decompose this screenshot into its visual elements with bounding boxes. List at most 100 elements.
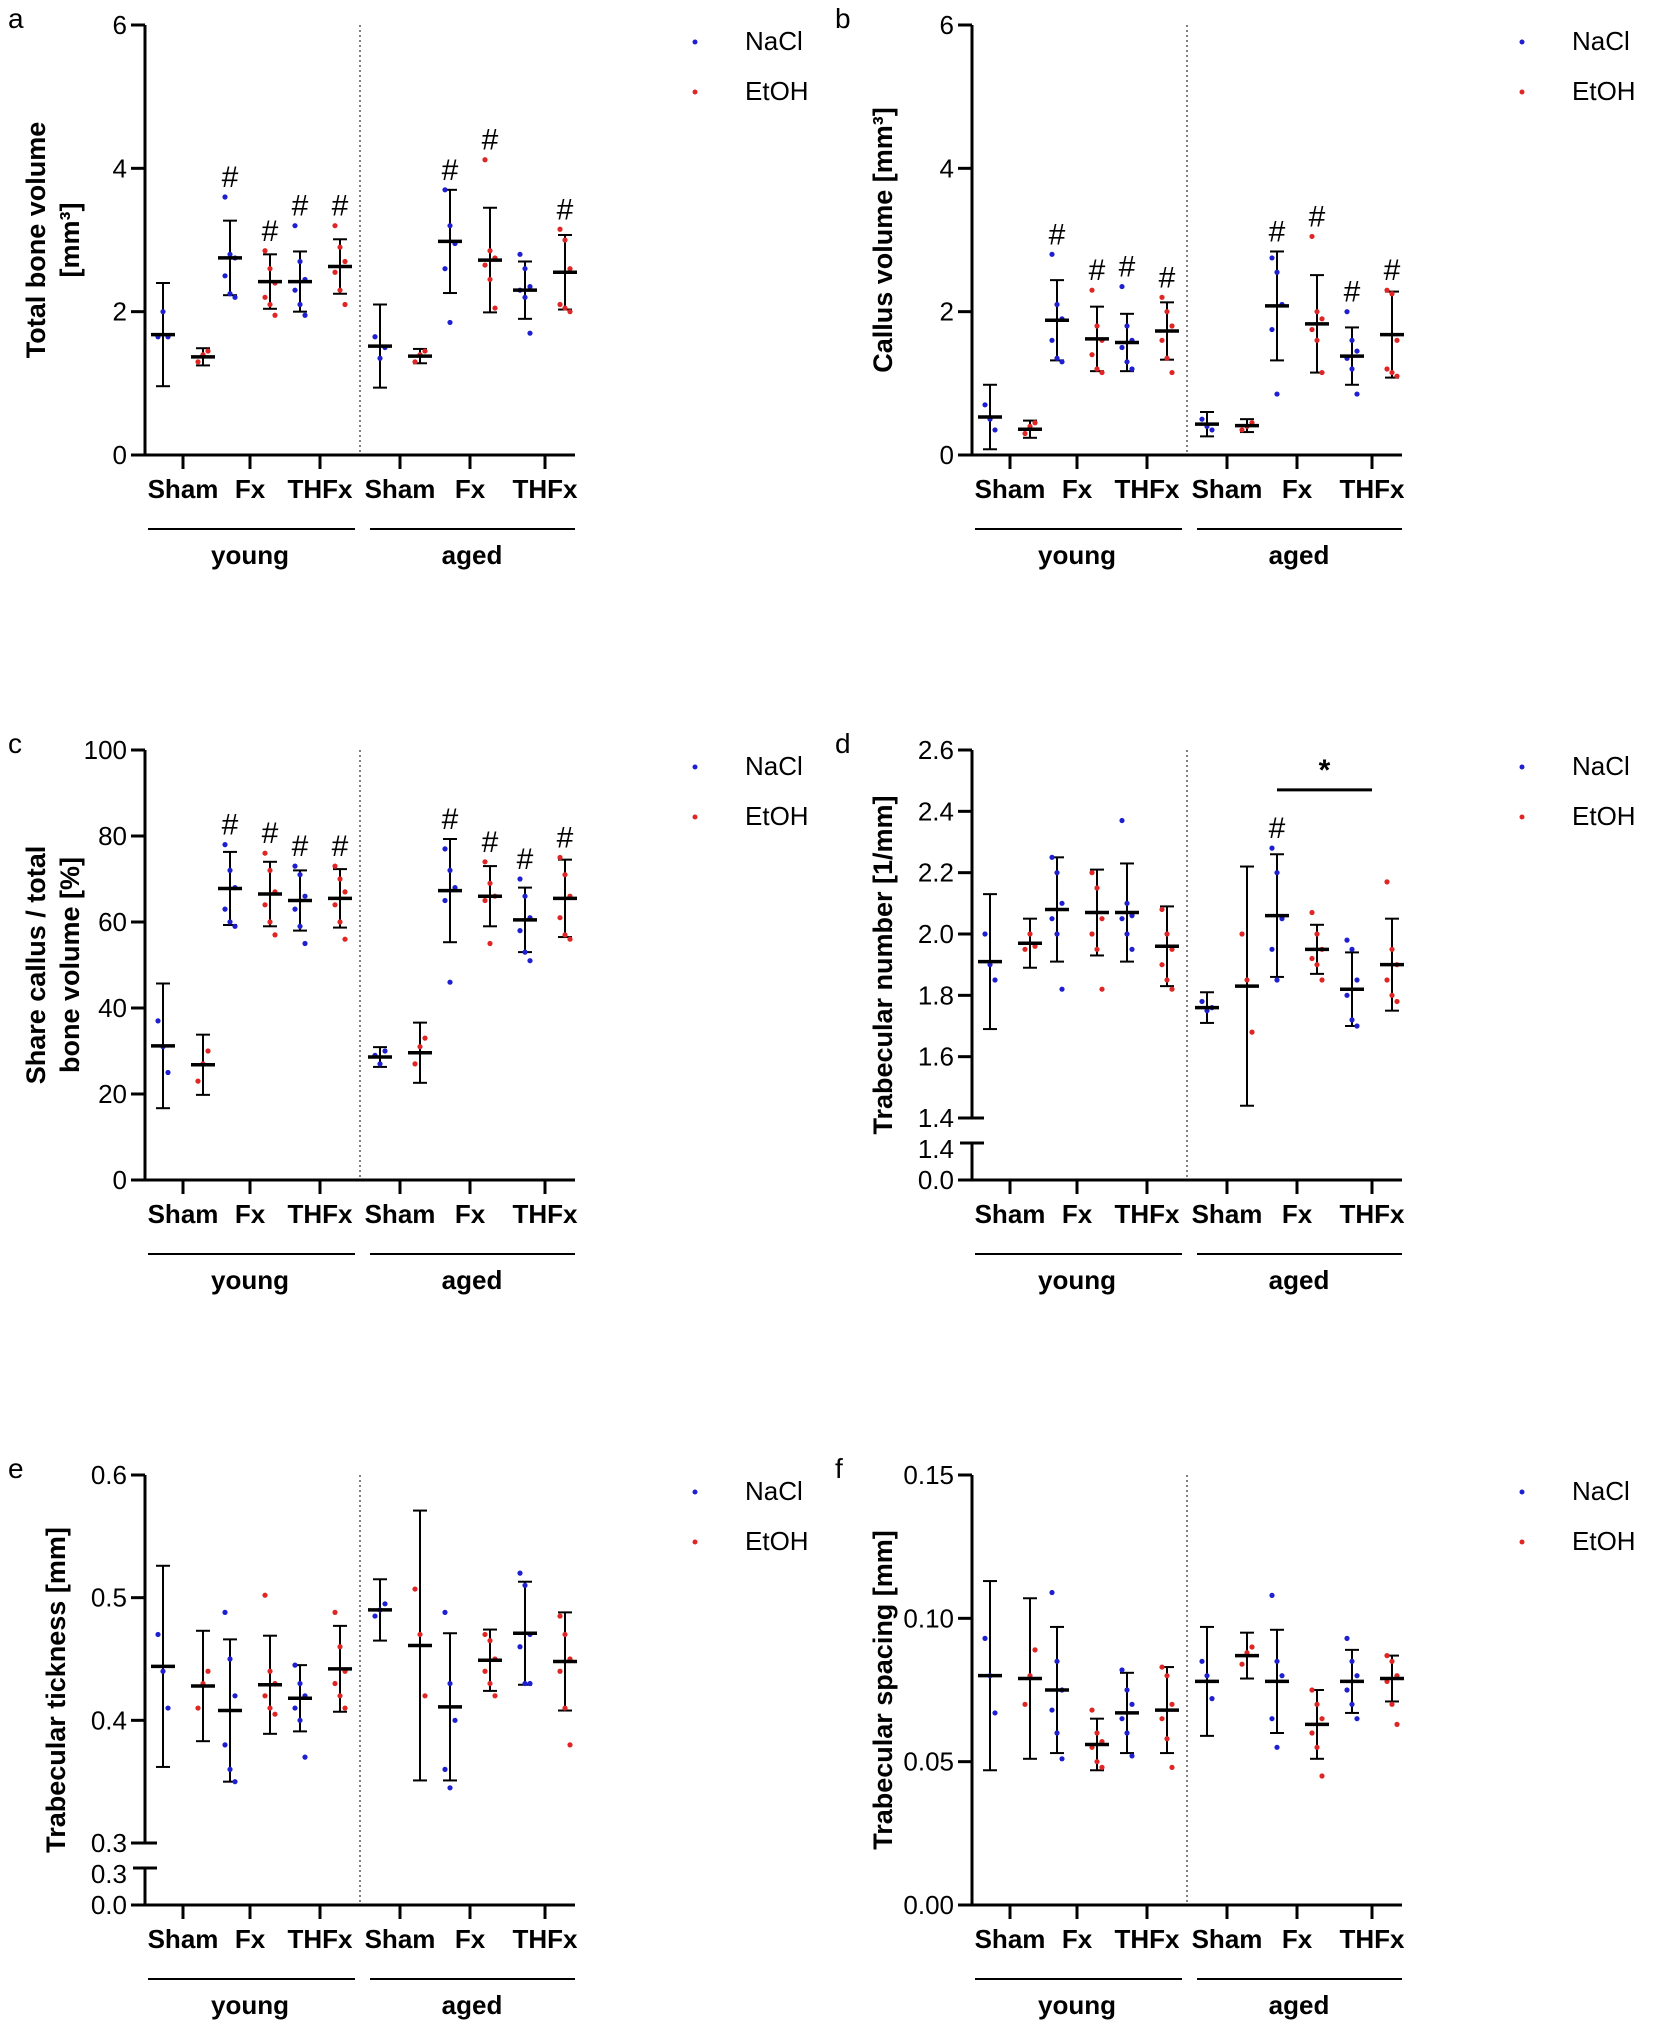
data-group-young-fx-nacl: # [218,809,242,929]
data-point [1099,916,1105,922]
data-point [205,1668,211,1674]
data-group-young-sham-nacl [151,982,175,1110]
data-point [222,906,228,912]
data-point [517,1644,523,1650]
panel-b: b 0 2 4 6 Sham Fx THFx Sham Fx THFx young aged Callus… [835,3,1636,570]
data-point [1119,344,1125,351]
data-point [1054,301,1060,308]
significance-marker: # [1384,254,1401,287]
panel-f: f 0.00 0.05 0.10 0.15 Sham Fx THFx Sham Fx THFx you… [835,1453,1636,2020]
data-group-young-thfx-etoh [1155,905,1179,992]
data-point [337,287,343,293]
y-tick-label: 100 [84,735,127,765]
x-category-label: Sham [148,1924,219,1954]
data-group-young-sham-etoh [1018,1597,1042,1760]
data-group-aged-thfx-nacl [513,251,537,336]
data-point [487,276,493,283]
y-axis-label-line: Trabecular spacing [mm] [868,1530,898,1850]
data-point [1124,1687,1130,1693]
group-label-young: young [211,1990,289,2020]
data-point [1164,309,1170,315]
data-group-young-fx-nacl: # [1045,218,1069,365]
data-point [987,962,993,968]
data-point [227,1656,233,1662]
data-point [442,846,448,852]
data-group-young-thfx-nacl [288,1662,312,1760]
data-point [1164,355,1170,361]
data-point [372,1613,378,1619]
data-point [1124,323,1130,329]
data-point [262,850,268,856]
data-point [522,294,528,300]
x-category-label: Sham [975,474,1046,504]
data-point [1349,1017,1355,1023]
y-tick-label: 2.6 [918,735,954,765]
significance-marker: # [1049,218,1066,251]
data-point [1089,352,1095,358]
data-point [1394,998,1400,1005]
data-point [1054,1730,1060,1736]
legend-marker-etoh [692,814,698,820]
y-tick-label: 0 [113,1165,127,1195]
data-point [1124,1730,1130,1736]
data-point [1169,946,1175,952]
data-point [567,266,573,272]
data-point [1049,337,1055,343]
data-point [442,897,448,904]
data-point [1022,430,1028,437]
data-point [557,1668,563,1674]
data-point [517,928,523,934]
legend-marker-etoh [692,89,698,95]
data-group-young-thfx-etoh: # [328,830,352,942]
y-axis-label-line: Share callus / total [21,846,51,1085]
data-point [1354,1716,1360,1722]
y-tick-label: 1.8 [918,980,954,1010]
data-point [165,1069,171,1076]
x-category-label: Fx [455,1924,486,1954]
legend-label-etoh: EtOH [745,1526,809,1556]
data-group-aged-fx-nacl: # [1265,215,1289,397]
data-point [562,872,568,878]
data-point [1129,1753,1135,1759]
data-point [292,287,298,293]
data-point [1169,323,1175,329]
x-category-label: THFx [513,1924,579,1954]
significance-marker: # [1159,261,1176,294]
data-point [1249,1644,1255,1650]
data-point [1089,1707,1095,1713]
data-group-young-sham-nacl [978,383,1002,451]
data-group-aged-fx-etoh [1305,1687,1329,1779]
data-group-aged-thfx-etoh [553,1611,577,1748]
x-category-label: Fx [235,1199,266,1229]
y-axis-label: Total bone volume [mm³] [21,122,85,359]
y-tick-label: 1.4 [918,1134,954,1164]
data-point [447,223,453,229]
data-point [522,1582,528,1588]
data-point [567,1742,573,1748]
data-point [297,258,303,265]
data-point [1119,916,1125,922]
legend-marker-nacl [692,764,698,770]
data-point [1119,1716,1125,1722]
data-group-aged-thfx-nacl [1340,937,1364,1029]
data-point [1384,366,1390,372]
x-category-label: THFx [1340,1199,1406,1229]
data-point [1344,1635,1350,1641]
y-tick-label: 2.2 [918,858,954,888]
data-point [1159,962,1165,968]
data-point [1129,366,1135,372]
data-point [1199,1658,1205,1664]
data-point [337,1693,343,1699]
data-point [1089,870,1095,876]
data-point [1309,233,1315,240]
data-group-aged-thfx-etoh: # [553,193,577,315]
data-point [1274,870,1280,876]
data-point [1159,906,1165,913]
data-point [1119,817,1125,824]
x-category-label: THFx [1115,474,1181,504]
data-point [232,1693,238,1699]
significance-star: * [1319,754,1331,787]
data-point [1269,946,1275,952]
data-point [205,1048,211,1054]
